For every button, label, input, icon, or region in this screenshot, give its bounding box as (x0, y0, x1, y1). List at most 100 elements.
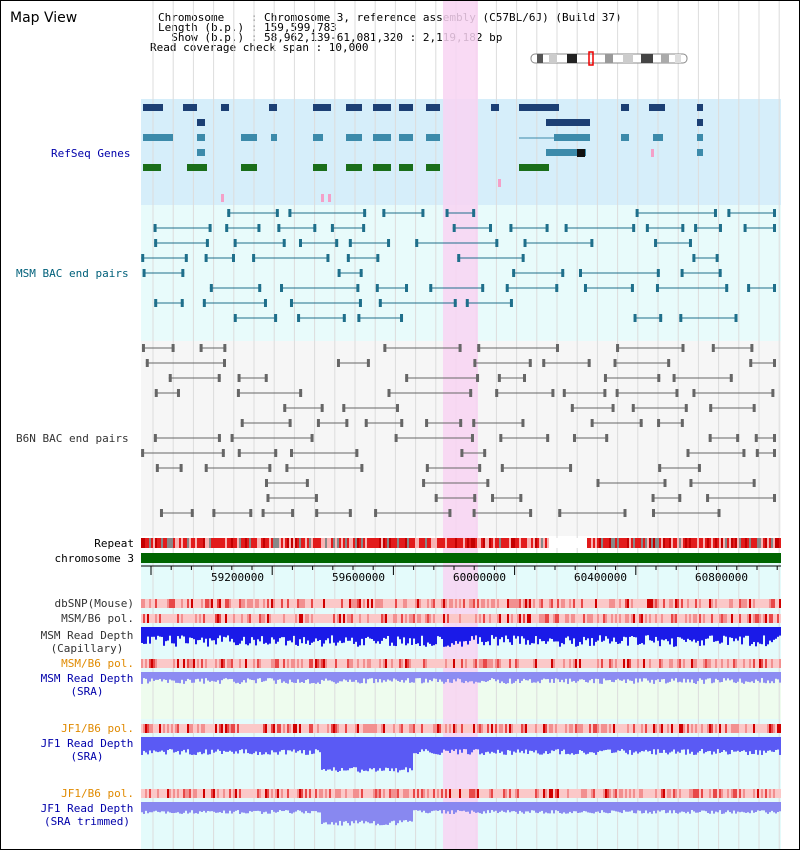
msm-b6-pol-cell (441, 614, 443, 623)
msm-sra-depth-bar (613, 672, 615, 683)
msm-b6-pol-cell (437, 614, 439, 623)
jf1-b6-pol-cell (713, 724, 715, 733)
msm-b6-pol-cell (153, 614, 155, 623)
msm-capillary-depth-bar (487, 627, 489, 642)
repeat-element (341, 538, 343, 548)
dbsnp-cell (449, 599, 451, 608)
jf1-trimmed-depth-bar (429, 802, 431, 813)
msm-sra-depth-bar (773, 672, 775, 684)
track-label-repeat: Repeat (94, 537, 134, 550)
jf1-sra-depth-bar (713, 737, 715, 752)
msm-sra-depth-bar (385, 672, 387, 682)
jf1-b6-pol-cell (459, 724, 461, 733)
msm-sra-depth-bar (671, 672, 673, 679)
jf1-sra-depth-bar (297, 737, 299, 752)
msm-bac-pair-end (679, 314, 683, 322)
msm-sra-depth-bar (681, 672, 683, 683)
jf1-sra-depth-bar (249, 737, 251, 754)
msm-b6-pol-cell (699, 659, 701, 668)
jf1-trimmed-depth-bar (169, 802, 171, 813)
jf1-trimmed-depth-bar (385, 802, 387, 825)
jf1-sra-depth-bar (417, 737, 419, 755)
dbsnp-cell (751, 599, 753, 608)
jf1-b6-pol-cell (745, 724, 747, 733)
b6n-bac-pair-end (159, 509, 163, 517)
repeat-element (701, 538, 703, 548)
jf1-sra-depth-bar (575, 737, 577, 755)
msm-b6-pol-cell (435, 659, 437, 668)
msm-capillary-depth-bar (721, 627, 723, 643)
jf1-trimmed-depth-bar (605, 802, 607, 813)
msm-bac-pair-end (457, 254, 461, 262)
jf1-b6-pol-cell (679, 789, 681, 798)
msm-sra-depth-bar (605, 672, 607, 681)
msm-sra-depth-bar (765, 672, 767, 684)
b6n-bac-pair-end (605, 434, 609, 442)
msm-capillary-depth-bar (539, 627, 541, 639)
msm-b6-pol-cell (713, 659, 715, 668)
msm-b6-pol-cell (553, 614, 555, 623)
msm-b6-pol-cell (631, 614, 633, 623)
msm-capillary-depth-bar (615, 627, 617, 642)
msm-capillary-depth-bar (505, 627, 507, 636)
msm-capillary-depth-bar (309, 627, 311, 645)
jf1-b6-pol-cell (723, 789, 725, 798)
repeat-element (693, 538, 695, 548)
msm-sra-depth-bar (333, 672, 335, 683)
msm-capillary-depth-bar (195, 627, 197, 645)
dbsnp-cell (493, 599, 495, 608)
msm-sra-depth-bar (169, 672, 171, 680)
jf1-b6-pol-cell (479, 724, 481, 733)
msm-b6-pol-cell (495, 614, 497, 623)
msm-sra-depth-bar (711, 672, 713, 684)
msm-capillary-depth-bar (217, 627, 219, 639)
jf1-sra-depth-bar (231, 737, 233, 752)
repeat-element (149, 538, 151, 548)
msm-b6-pol-cell (755, 614, 757, 623)
jf1-trimmed-depth-bar (313, 802, 315, 812)
msm-b6-pol-cell (303, 659, 305, 668)
repeat-element (507, 538, 509, 548)
msm-b6-pol-cell (703, 659, 705, 668)
msm-b6-pol-cell (167, 614, 169, 623)
dbsnp-cell (271, 599, 273, 608)
repeat-element (737, 538, 739, 548)
msm-capillary-depth-bar (383, 627, 385, 638)
dbsnp-cell (671, 599, 673, 608)
msm-capillary-depth-bar (283, 627, 285, 638)
jf1-sra-depth-bar (643, 737, 645, 752)
jf1-sra-depth-bar (237, 737, 239, 754)
msm-sra-depth-bar (383, 672, 385, 681)
repeat-element (343, 538, 345, 548)
msm-b6-pol-cell (737, 614, 739, 623)
jf1-sra-depth-bar (709, 737, 711, 751)
msm-b6-pol-cell (579, 659, 581, 668)
b6n-bac-pair-end (657, 374, 661, 382)
repeat-element (517, 538, 519, 548)
msm-capillary-depth-bar (673, 627, 675, 647)
jf1-b6-pol-cell (623, 789, 625, 798)
jf1-b6-pol-cell (259, 724, 261, 733)
jf1-b6-pol-cell (595, 789, 597, 798)
jf1-b6-pol-cell (571, 789, 573, 798)
msm-b6-pol-cell (339, 614, 341, 623)
msm-capillary-depth-bar (743, 627, 745, 638)
repeat-element (497, 538, 499, 548)
repeat-element (237, 538, 239, 548)
msm-capillary-depth-bar (165, 627, 167, 642)
axis-tick-label: 60000000 (453, 571, 506, 584)
b6n-bac-pair-end (261, 509, 265, 517)
msm-b6-pol-cell (689, 659, 691, 668)
msm-b6-pol-cell (749, 659, 751, 668)
jf1-b6-pol-cell (675, 724, 677, 733)
track-label-msm-bac: MSM BAC end pairs (16, 267, 129, 280)
msm-b6-pol-cell (609, 659, 611, 668)
jf1-b6-pol-cell (153, 724, 155, 733)
jf1-b6-pol-cell (283, 789, 285, 798)
msm-capillary-depth-bar (493, 627, 495, 639)
jf1-b6-pol-cell (359, 789, 361, 798)
msm-capillary-depth-bar (249, 627, 251, 644)
dbsnp-cell (501, 599, 503, 608)
repeat-element (259, 538, 261, 548)
